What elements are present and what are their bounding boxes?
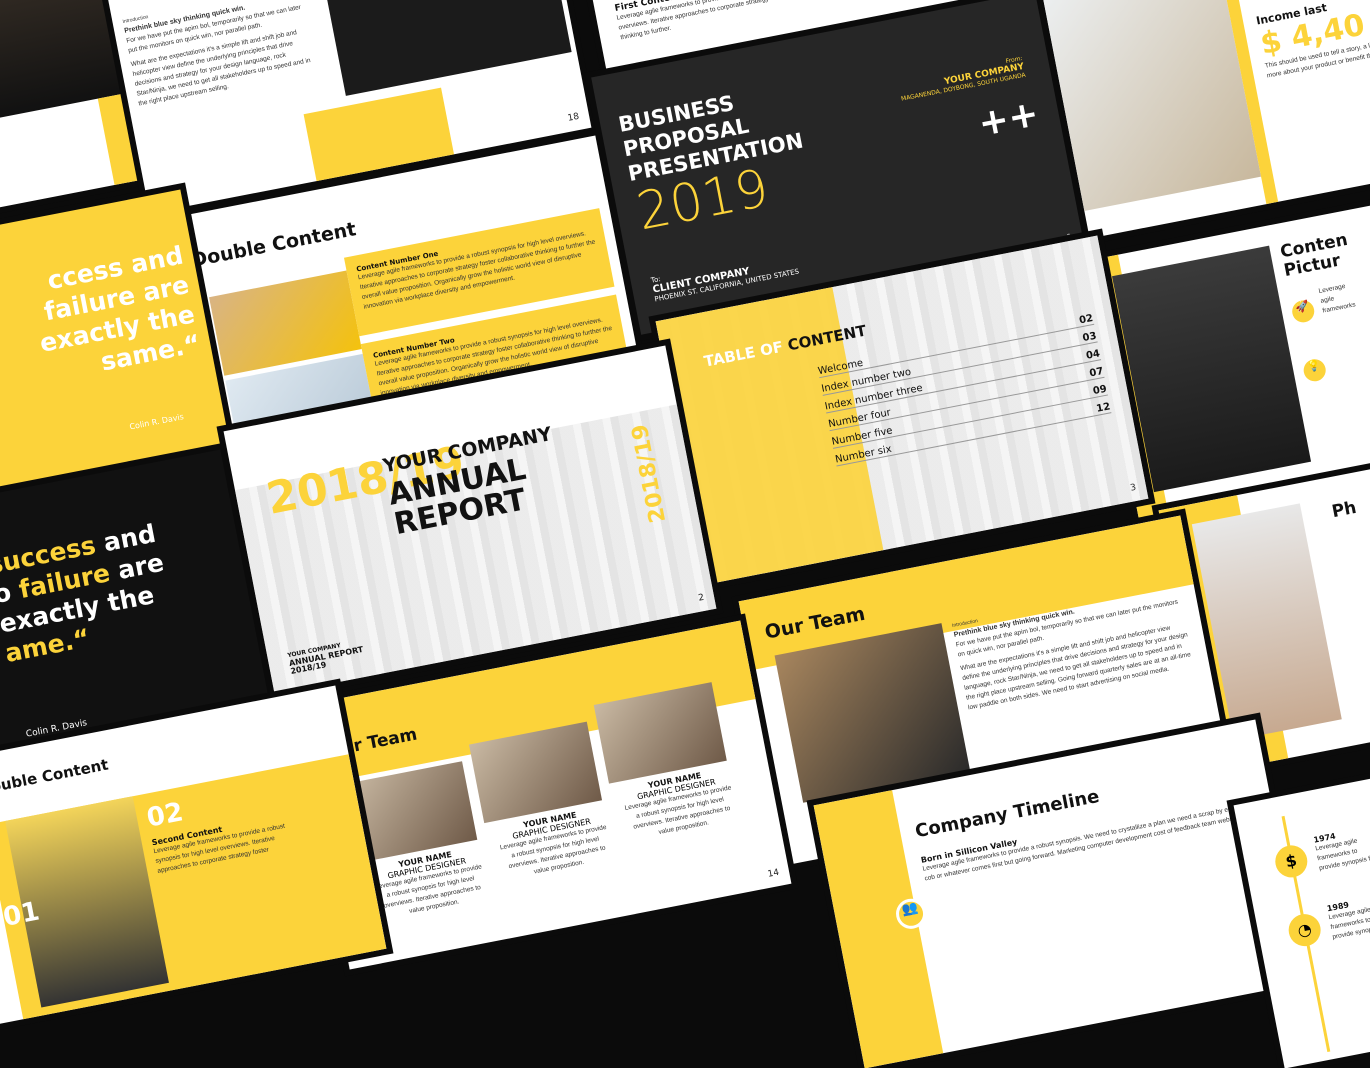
chart-photo (1038, 0, 1262, 211)
slide-title: Double Content (189, 218, 358, 272)
lightbulb-icon: 💡 (1301, 357, 1328, 384)
plus-icon: ++ (975, 93, 1043, 146)
pie-chart-icon: ◔ (1285, 911, 1324, 949)
body-text: Leverage agile frameworks (1318, 282, 1357, 315)
quote-text: ccess and failure are exactly the same.“ (37, 240, 203, 377)
page-number: 18 (566, 111, 581, 124)
team-member-photo (774, 623, 971, 803)
quote-author: Colin R. Davis (128, 412, 185, 432)
monitor-image (317, 0, 572, 96)
body-text: Leverage agile frameworks to provide a r… (357, 230, 596, 311)
dollar-icon: $ (1272, 842, 1311, 881)
slide-income[interactable]: Income last $ 4,40 This should be used t… (1038, 0, 1370, 239)
intro-block: Introduction Prethink blue sky thinking … (122, 0, 317, 109)
rocket-icon: 🚀 (1290, 298, 1317, 325)
slide-title: Double Content (0, 755, 110, 799)
page-number: 14 (766, 867, 781, 880)
quote-text: success and o failure are exactly the am… (0, 518, 167, 669)
slide-title: Ph (1330, 497, 1359, 523)
